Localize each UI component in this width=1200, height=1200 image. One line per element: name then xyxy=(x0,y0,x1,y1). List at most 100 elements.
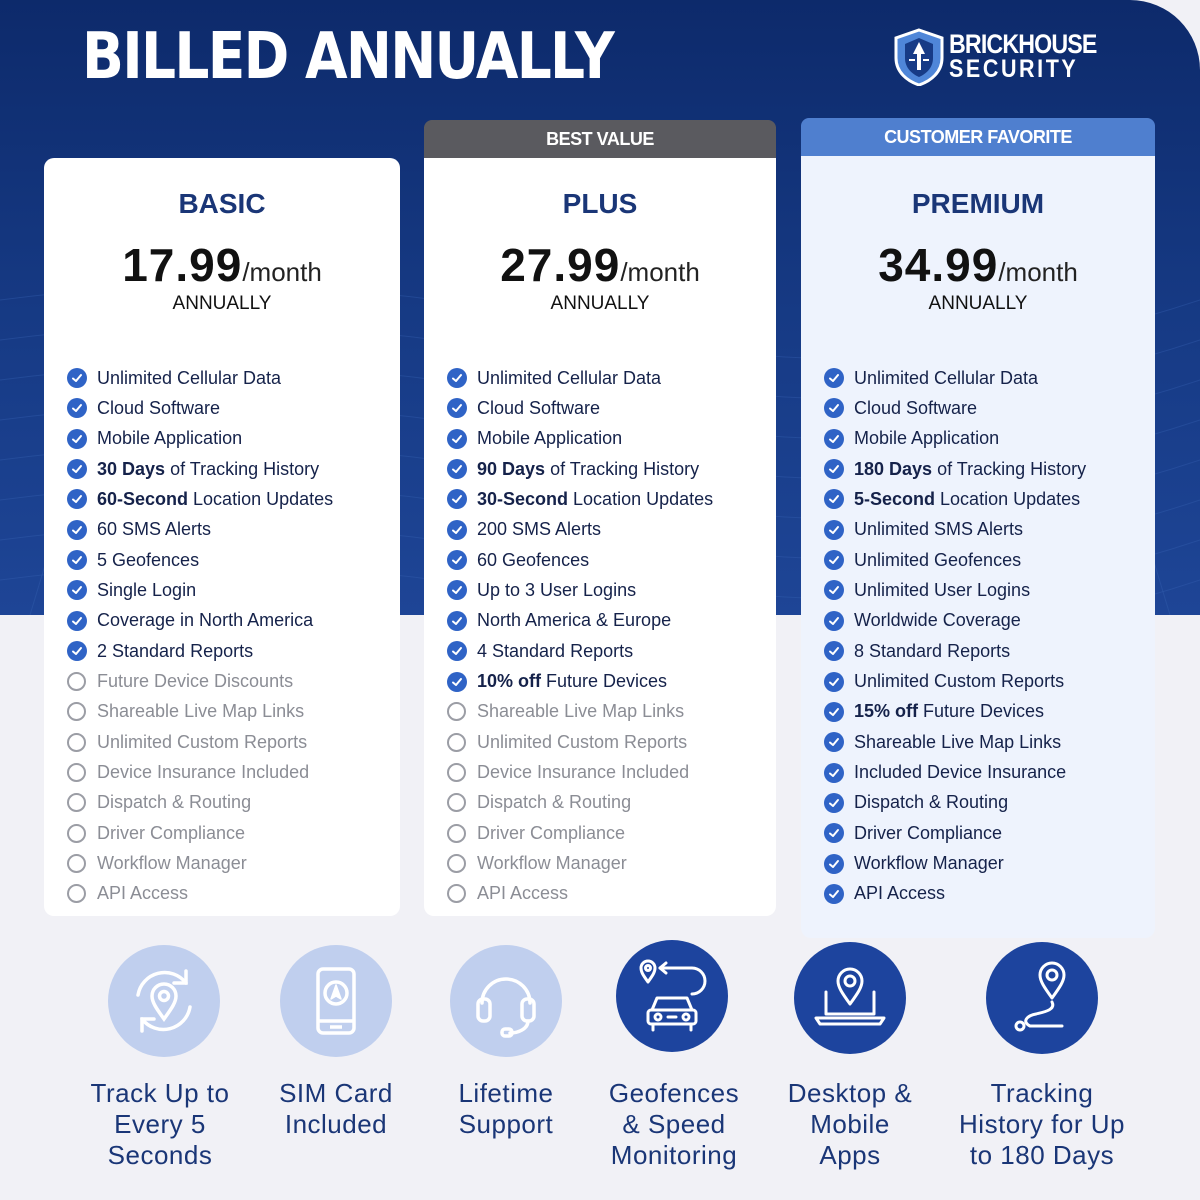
feature-text: Workflow Manager xyxy=(97,853,247,874)
feature-text: Mobile Application xyxy=(477,428,623,449)
perk-label-line: Monitoring xyxy=(610,1140,738,1170)
feature-item: Unlimited Geofences xyxy=(824,545,1154,575)
checkmark-icon xyxy=(824,580,844,601)
feature-item: Unlimited Cellular Data xyxy=(824,363,1154,393)
checkmark-icon xyxy=(447,550,467,571)
feature-item: API Access xyxy=(67,879,397,909)
best-value-tag: BEST VALUE xyxy=(424,120,776,158)
checkmark-icon xyxy=(67,519,87,540)
checkmark-icon xyxy=(447,641,467,662)
price-amount: 17.99 xyxy=(122,239,243,291)
checkmark-icon xyxy=(67,550,87,571)
feature-text: 60-Second Location Updates xyxy=(97,488,334,509)
feature-text: Workflow Manager xyxy=(854,853,1004,874)
feature-item: Cloud Software xyxy=(67,393,397,423)
feature-text: Unlimited Custom Reports xyxy=(477,731,688,752)
feature-text: 60 SMS Alerts xyxy=(97,519,212,540)
perk-label: Geofences & Speed Monitoring xyxy=(584,1078,764,1171)
feature-item: Mobile Application xyxy=(447,424,777,454)
checkmark-icon xyxy=(824,519,844,540)
perk-label-line: Desktop & xyxy=(787,1078,913,1108)
empty-circle-icon xyxy=(67,854,86,874)
feature-item: 60 Geofences xyxy=(447,545,777,575)
checkmark-icon xyxy=(447,428,467,449)
perk-label-line: Support xyxy=(458,1109,554,1139)
checkmark-icon xyxy=(67,368,87,388)
feature-text: Unlimited Cellular Data xyxy=(854,367,1039,388)
feature-text: 180 Days of Tracking History xyxy=(854,458,1087,479)
feature-text: Driver Compliance xyxy=(97,822,246,843)
brand-logo[interactable]: BRICKHOUSE SECURITY xyxy=(893,28,1108,88)
plan-price: 17.99/month xyxy=(44,238,400,292)
feature-item: 4 Standard Reports xyxy=(447,636,777,666)
checkmark-icon xyxy=(824,550,844,571)
feature-text: 4 Standard Reports xyxy=(477,640,634,661)
feature-item: Future Device Discounts xyxy=(67,667,397,697)
feature-text: Included Device Insurance xyxy=(854,762,1067,783)
feature-text: 200 SMS Alerts xyxy=(477,519,602,540)
perk-label: Lifetime Support xyxy=(416,1078,596,1140)
feature-item: Dispatch & Routing xyxy=(447,788,777,818)
feature-item: 15% off Future Devices xyxy=(824,697,1154,727)
checkmark-icon xyxy=(824,368,844,388)
feature-item: Shareable Live Map Links xyxy=(67,697,397,727)
feature-text: Unlimited Custom Reports xyxy=(97,731,308,752)
feature-item: Coverage in North America xyxy=(67,606,397,636)
checkmark-icon xyxy=(824,762,844,783)
perk-label-line: Mobile xyxy=(810,1109,890,1139)
checkmark-icon xyxy=(447,368,467,388)
feature-text: Unlimited Cellular Data xyxy=(97,367,282,388)
feature-text: Unlimited Custom Reports xyxy=(854,671,1065,691)
feature-highlight: 10% off xyxy=(477,671,542,691)
perk-label-line: Every 5 xyxy=(114,1109,206,1139)
empty-circle-icon xyxy=(67,732,86,752)
plan-price: 34.99/month xyxy=(801,238,1155,292)
perk-label-line: Seconds xyxy=(107,1140,213,1170)
feature-item: Unlimited SMS Alerts xyxy=(824,515,1154,545)
feature-item: Worldwide Coverage xyxy=(824,606,1154,636)
feature-text: API Access xyxy=(854,883,946,904)
feature-text: 90 Days of Tracking History xyxy=(477,458,700,479)
empty-circle-icon xyxy=(447,702,466,722)
empty-circle-icon xyxy=(447,823,466,843)
checkmark-icon xyxy=(824,641,844,662)
plan-card-premium: CUSTOMER FAVORITE PREMIUM 34.99/month AN… xyxy=(801,118,1155,938)
feature-item: 60 SMS Alerts xyxy=(67,515,397,545)
feature-item: Unlimited Cellular Data xyxy=(447,363,777,393)
checkmark-icon xyxy=(67,398,87,419)
feature-text: 60 Geofences xyxy=(477,549,590,570)
perk-label: Tracking History for Up to 180 Days xyxy=(952,1078,1132,1171)
feature-text: Unlimited SMS Alerts xyxy=(854,519,1024,540)
checkmark-icon xyxy=(824,428,844,449)
feature-item: Device Insurance Included xyxy=(447,758,777,788)
checkmark-icon xyxy=(447,519,467,540)
feature-item: 180 Days of Tracking History xyxy=(824,454,1154,484)
feature-highlight: 60-Second xyxy=(97,488,189,509)
checkmark-icon xyxy=(67,459,87,480)
feature-text: Unlimited Cellular Data xyxy=(477,367,662,388)
refresh-location-icon xyxy=(108,945,220,1057)
feature-item: 30 Days of Tracking History xyxy=(67,454,397,484)
perk-label-line: & Speed xyxy=(622,1109,726,1139)
feature-text: Mobile Application xyxy=(97,428,243,449)
feature-item: Shareable Live Map Links xyxy=(447,697,777,727)
headset-icon xyxy=(450,945,562,1057)
plan-card-basic: BASIC 17.99/month ANNUALLY Unlimited Cel… xyxy=(44,158,400,916)
feature-item: 8 Standard Reports xyxy=(824,636,1154,666)
feature-highlight: 90 Days xyxy=(477,458,546,479)
feature-text: 30 Days of Tracking History xyxy=(97,458,320,479)
feature-text: 30-Second Location Updates xyxy=(477,488,714,509)
feature-item: Unlimited Custom Reports xyxy=(447,727,777,757)
feature-item: Unlimited Custom Reports xyxy=(824,667,1154,697)
empty-circle-icon xyxy=(67,763,86,783)
checkmark-icon xyxy=(67,610,87,631)
perk-label-line: Track Up to xyxy=(90,1078,230,1108)
feature-text: Coverage in North America xyxy=(97,610,314,631)
checkmark-icon xyxy=(824,489,844,510)
checkmark-icon xyxy=(824,792,844,813)
feature-item: Included Device Insurance xyxy=(824,758,1154,788)
price-amount: 34.99 xyxy=(878,239,999,291)
checkmark-icon xyxy=(447,580,467,601)
perk-label: SIM Card Included xyxy=(246,1078,426,1140)
feature-text: Single Login xyxy=(97,579,197,600)
